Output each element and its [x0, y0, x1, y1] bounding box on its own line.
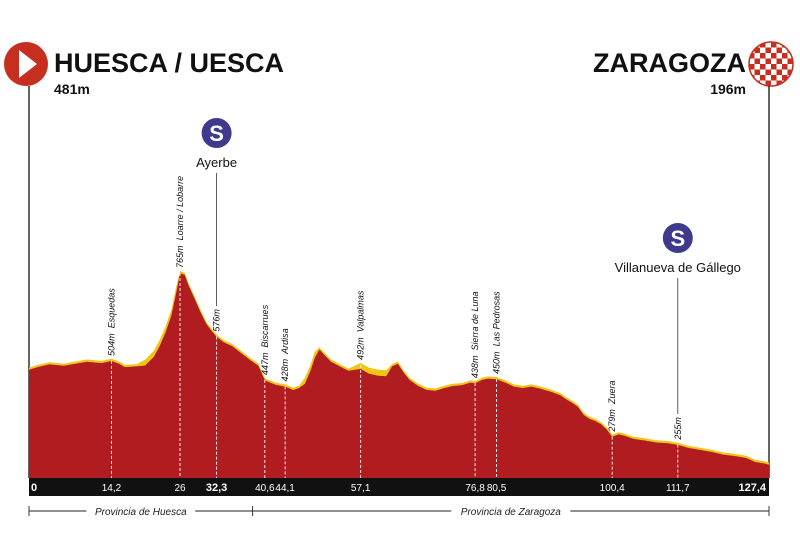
km-tick-label: 80,5 [487, 483, 507, 494]
finish-icon-square [782, 75, 788, 81]
finish-icon-ring [748, 41, 794, 87]
waypoint-name: Zuera [607, 380, 617, 405]
finish-icon-square [776, 47, 782, 53]
provinces-layer: Provincia de Huesca Provincia de Zaragoza [28, 504, 770, 518]
start-icon [4, 42, 48, 86]
finish-icon-square [771, 64, 777, 70]
finish-icon-square [776, 58, 782, 64]
waypoint-altitude: 504m [106, 333, 116, 356]
finish-icon-square [771, 42, 777, 48]
finish-icon-square [749, 53, 755, 59]
sprints-layer: S Ayerbe S Villanueva de Gállego [196, 118, 741, 415]
profile-area [29, 273, 769, 478]
km-tick-label: 0 [31, 482, 37, 494]
waypoints-layer: 504m Esquedas 765m Loarre / Lobarre 576m 447m… [106, 176, 683, 478]
start-altitude: 481m [54, 81, 90, 97]
finish-city-name: ZARAGOZA [593, 48, 746, 78]
finish-icon-square [760, 42, 766, 48]
profile-layer [29, 271, 769, 478]
finish-icon-square [782, 53, 788, 59]
waypoint-altitude: 492m [356, 337, 366, 360]
sprint-icon [662, 223, 693, 253]
finish-icon-square [771, 53, 777, 59]
finish-icon-square [765, 58, 771, 64]
km-tick-label: 127,4 [738, 482, 766, 494]
province-label-bg [451, 504, 571, 518]
km-tick-label: 32,3 [206, 482, 227, 494]
km-tick-label: 100,4 [600, 483, 625, 494]
finish-icon-square [765, 80, 771, 86]
waypoint-name: Sierra de Luna [470, 291, 480, 350]
finish-icon-square [754, 47, 760, 53]
finish-icon-square [782, 64, 788, 70]
finish-altitude: 196m [710, 81, 746, 97]
finish-icon-square [765, 47, 771, 53]
waypoint-altitude: 765m [175, 245, 185, 268]
province-label-bg [86, 504, 196, 518]
province-label: Provincia de Huesca [95, 507, 187, 518]
waypoint-name: Biscarrues [260, 304, 270, 347]
waypoint-altitude: 450m [492, 351, 502, 374]
km-axis-bar [29, 478, 769, 496]
waypoint-name: Loarre / Lobarre [175, 176, 185, 241]
waypoint-altitude: 255m [673, 417, 683, 441]
finish-icon-square [776, 80, 782, 86]
km-tick-label: 26 [174, 483, 186, 494]
km-ticks-layer: 0 14,2 26 32,3 40,6 44,1 57,1 76,8 80,5 100,4 111,… [31, 482, 767, 494]
finish-icon-square [760, 53, 766, 59]
km-tick-label: 44,1 [275, 483, 295, 494]
sprint-icon [201, 118, 232, 148]
finish-icon-square [787, 69, 793, 75]
finish-icon-square [771, 75, 777, 81]
finish-icon-square [776, 69, 782, 75]
waypoint-altitude: 447m [260, 352, 270, 375]
finish-icon-square [760, 64, 766, 70]
finish-icon-square [754, 69, 760, 75]
finish-icon-square [754, 58, 760, 64]
finish-icon-square [765, 69, 771, 75]
finish-icon-square [749, 42, 755, 48]
finish-icon-square [787, 80, 793, 86]
sprint-name: Ayerbe [196, 155, 237, 170]
waypoint-name: Las Pedrosas [492, 291, 502, 347]
km-tick-label: 14,2 [102, 483, 122, 494]
waypoint-altitude: 428m [280, 358, 290, 381]
start-city-name: HUESCA / UESCA [54, 48, 284, 78]
sprint-symbol: S [209, 121, 224, 146]
start-icon-arrow [19, 50, 37, 78]
waypoint-altitude: 576m [212, 309, 222, 332]
finish-icon-square [760, 75, 766, 81]
province-label: Provincia de Zaragoza [461, 507, 561, 518]
finish-icon-square [787, 58, 793, 64]
finish-icon-square [749, 64, 755, 70]
waypoint-name: Valpalmas [356, 290, 366, 332]
waypoint-name: Esquedas [106, 288, 116, 329]
sprint-name: Villanueva de Gállego [615, 260, 741, 275]
km-tick-label: 57,1 [351, 483, 371, 494]
waypoint-altitude: 438m [470, 355, 480, 378]
km-tick-label: 76,8 [465, 483, 485, 494]
waypoint-name: Ardisa [280, 328, 290, 355]
sprint-symbol: S [670, 226, 685, 251]
km-tick-label: 40,6 [255, 483, 275, 494]
waypoint-altitude: 279m [607, 409, 617, 433]
km-tick-label: 111,7 [666, 483, 690, 494]
finish-flag-icon [748, 41, 794, 87]
